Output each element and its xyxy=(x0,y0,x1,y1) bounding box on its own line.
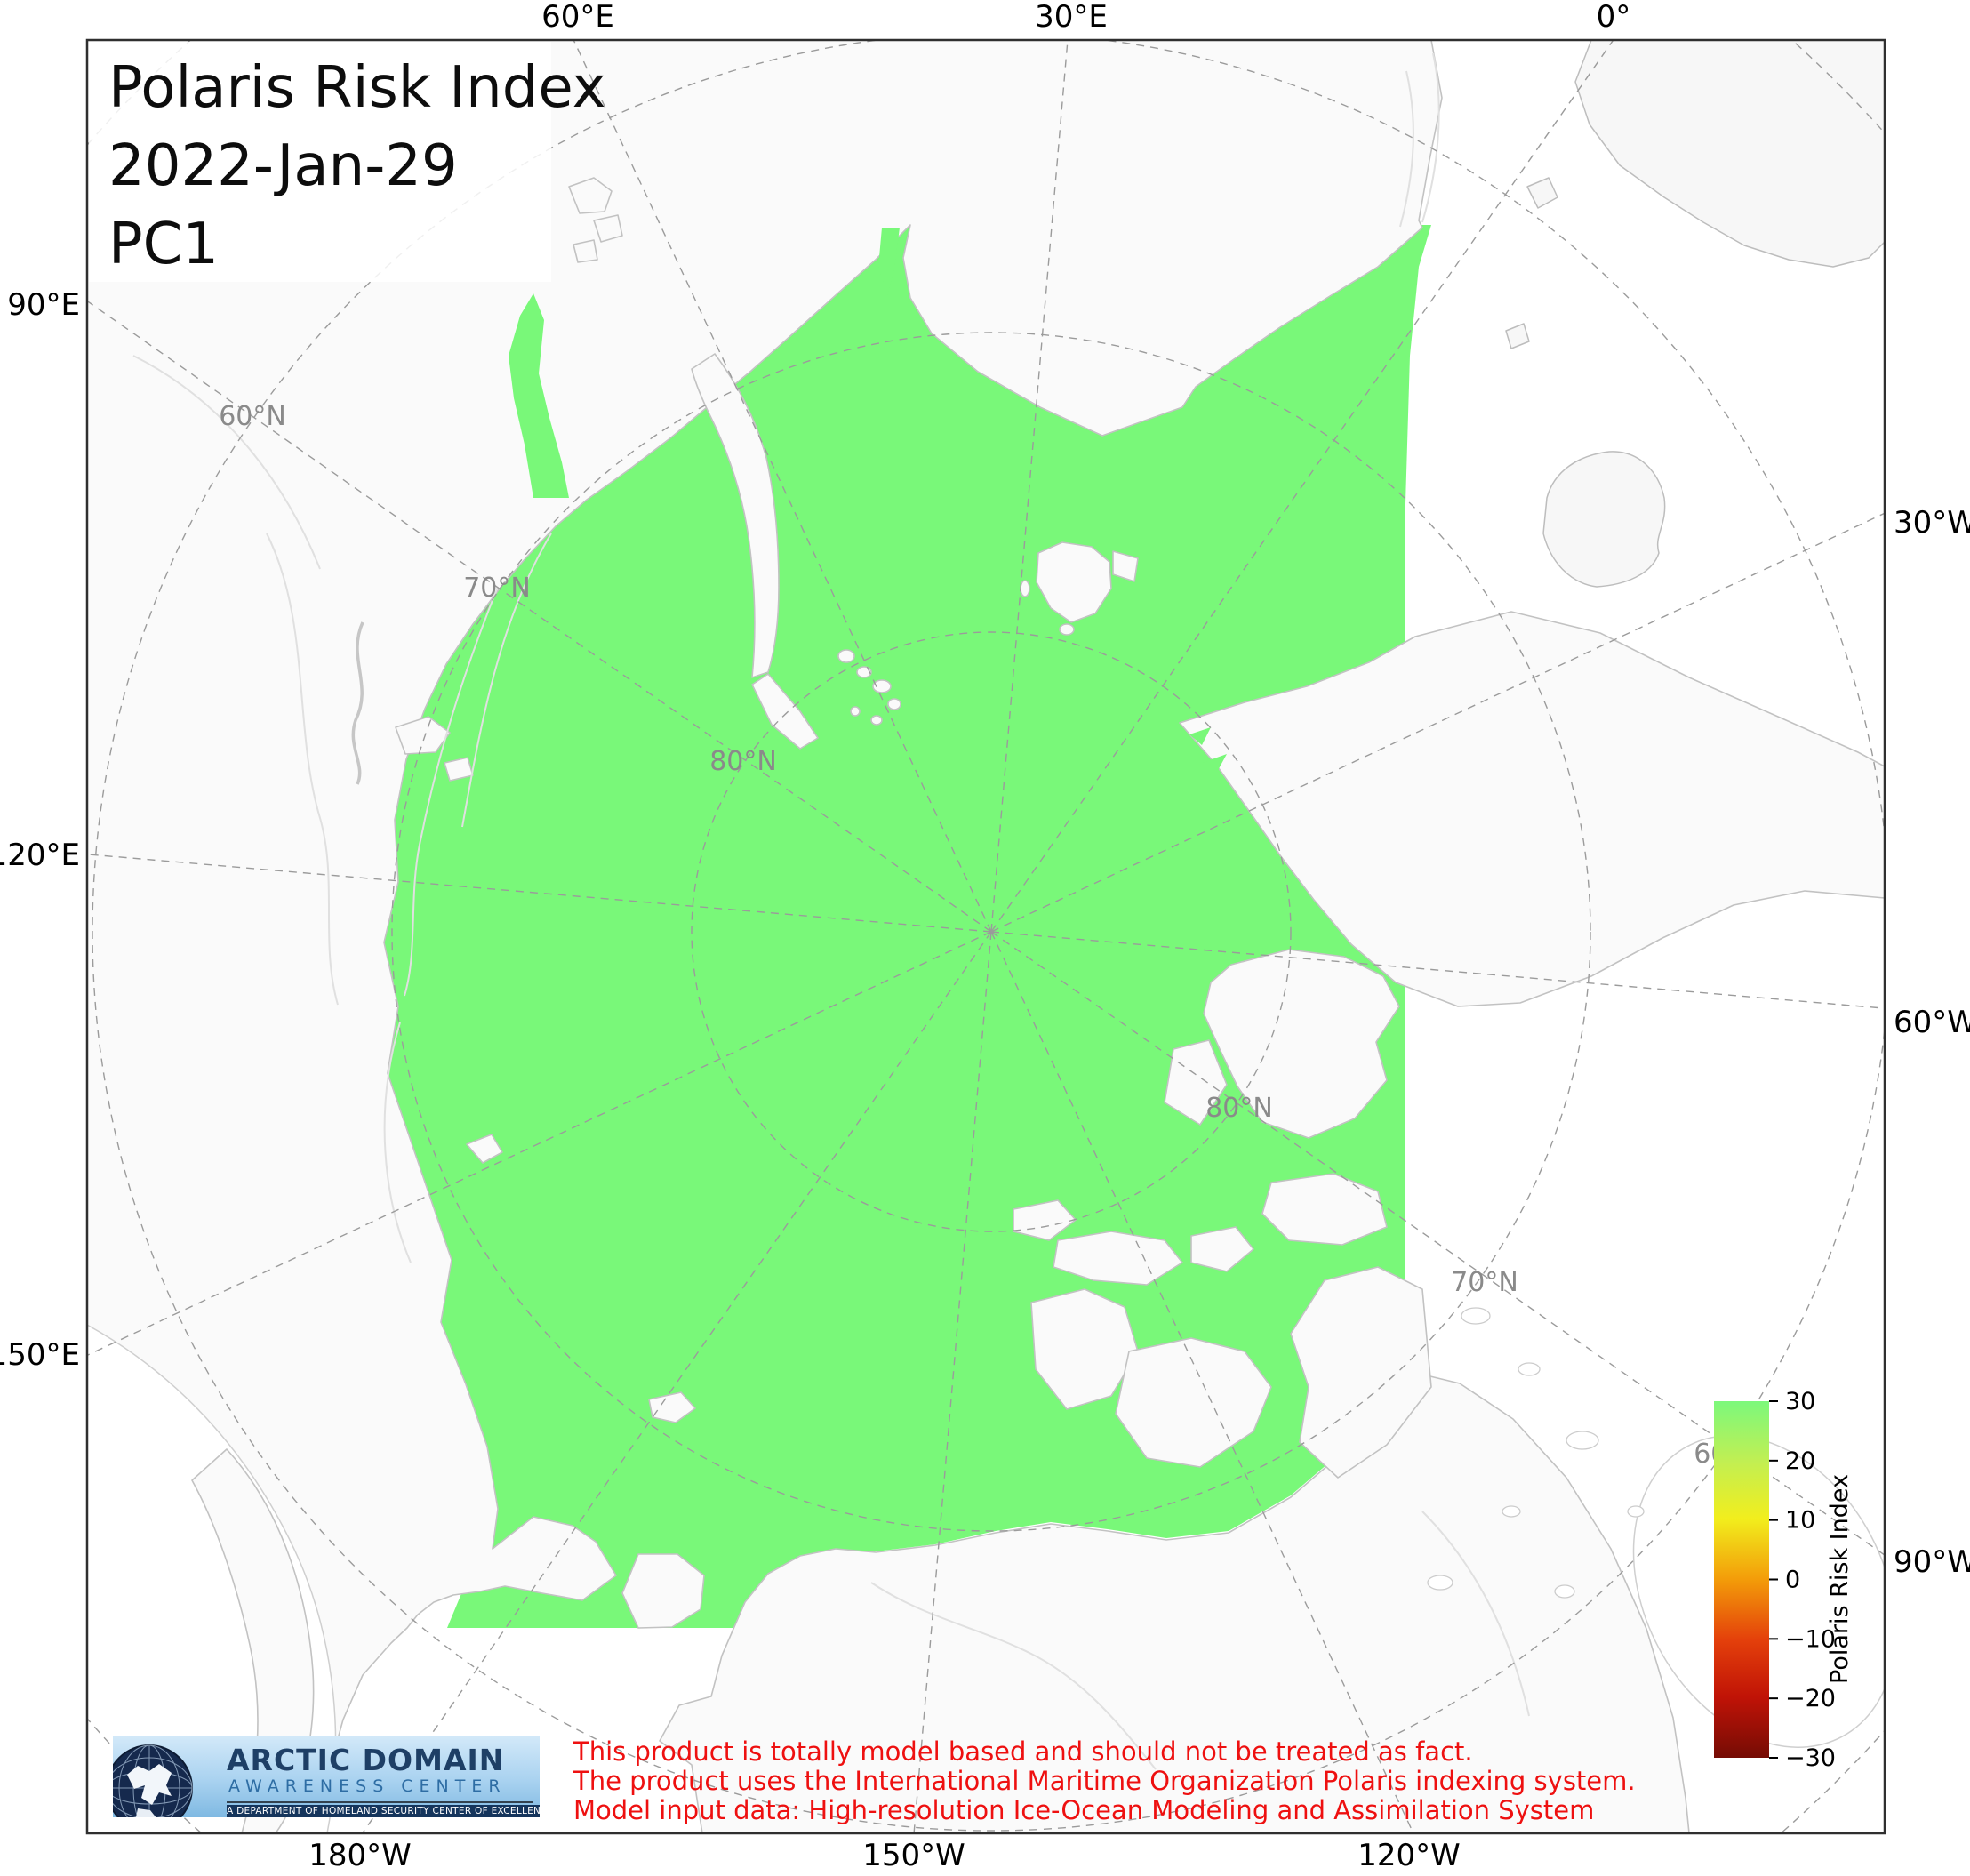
colorbar-swatch xyxy=(1714,1401,1769,1758)
title-line-3: PC1 xyxy=(108,212,219,277)
landmasses xyxy=(87,40,1885,1833)
risk-index-data-region xyxy=(382,225,1431,1628)
seward-peninsula xyxy=(621,1553,705,1629)
novaya-zemlya xyxy=(691,353,780,678)
axis-right-90W: 90°W xyxy=(1894,1544,1970,1580)
iceland xyxy=(1542,451,1666,588)
axis-left-120E: 120°E xyxy=(0,838,80,873)
axis-top-0: 0° xyxy=(1597,0,1631,35)
logo-strip-text: A DEPARTMENT OF HOMELAND SECURITY CENTER… xyxy=(227,1805,540,1817)
axis-left-150E: 150°E xyxy=(0,1337,80,1373)
greenland-fjord-1 xyxy=(1189,727,1211,745)
title-backplate xyxy=(89,42,551,282)
axis-top-30E: 30°E xyxy=(1035,0,1108,35)
british-isles xyxy=(1574,40,1885,268)
logo-subtitle: AWARENESS CENTER xyxy=(228,1776,507,1796)
axis-bottom-120W: 120°W xyxy=(1357,1838,1461,1873)
disclaimer-line-1: This product is totally model based and … xyxy=(573,1736,1473,1767)
baffin-island xyxy=(1290,1266,1432,1479)
axis-bottom-180W: 180°W xyxy=(308,1838,412,1873)
disclaimer-line-2: The product uses the International Marit… xyxy=(573,1766,1636,1796)
franz-josef-land xyxy=(837,649,901,726)
severnaya-zemlya xyxy=(568,177,613,214)
new-siberian-islands-2 xyxy=(444,757,474,782)
novaya-zemlya-south xyxy=(751,673,819,750)
greenland xyxy=(1179,611,1885,1007)
colorbar-tick-label: 30 xyxy=(1785,1388,1815,1415)
colorbar-tick-label: −30 xyxy=(1785,1744,1836,1772)
devon-island xyxy=(1261,1173,1388,1246)
axis-right-30W: 30°W xyxy=(1894,505,1970,541)
hebrides xyxy=(1526,177,1558,209)
eurasia-landmass xyxy=(87,40,1443,1833)
inline-latitude-label: 70°N xyxy=(463,573,531,604)
severnaya-zemlya-3 xyxy=(573,239,598,263)
arctic-islands xyxy=(395,177,1432,1479)
canada-lakes xyxy=(1427,1307,1645,1599)
map-detail-lines xyxy=(132,40,1885,1770)
colorbar-tick-label: 20 xyxy=(1785,1447,1815,1475)
inline-latitude-label: 60°N xyxy=(219,401,286,432)
plot-frame xyxy=(85,38,1886,1835)
colorbar-tick-label: −20 xyxy=(1785,1685,1836,1712)
logo-divider xyxy=(227,1801,533,1803)
axis-right-60W: 60°W xyxy=(1894,1005,1970,1040)
inline-latitude-label: 80°N xyxy=(1205,1093,1273,1124)
disclaimer-line-3: Model input data: High-resolution Ice-Oc… xyxy=(573,1795,1594,1825)
bathurst-island xyxy=(1190,1226,1254,1272)
disclaimer-text: This product is totally model based and … xyxy=(573,1736,1636,1825)
ob-gulf-inlet xyxy=(509,293,569,498)
greenland-fjord-2 xyxy=(1202,754,1227,774)
axis-bottom-150W: 150°W xyxy=(862,1838,965,1873)
colorbar-ticks: 30 20 10 0 −10 −20 −30 xyxy=(1769,1388,1836,1772)
globe-icon xyxy=(113,1744,193,1817)
logo-title: ARCTIC DOMAIN xyxy=(227,1743,505,1777)
title-block: Polaris Risk Index 2022-Jan-29 PC1 xyxy=(89,42,605,282)
latitude-circle xyxy=(92,40,1885,1832)
latitude-circle xyxy=(391,332,1591,1532)
green-inlets xyxy=(509,228,1227,774)
colorbar-tick-label: 10 xyxy=(1785,1507,1815,1535)
colorbar: 30 20 10 0 −10 −20 −30 Polaris Risk Index xyxy=(1714,1388,1854,1772)
faroe-islands xyxy=(1505,323,1530,349)
svalbard xyxy=(1020,541,1139,636)
colorbar-tick-label: −10 xyxy=(1785,1625,1836,1653)
small-island xyxy=(466,1134,503,1164)
axel-heiberg-island xyxy=(1164,1039,1228,1126)
prince-patrick-island xyxy=(1013,1199,1077,1241)
victoria-island xyxy=(1115,1337,1272,1468)
inline-latitude-label: 80°N xyxy=(709,746,777,777)
axis-top-60E: 60°E xyxy=(541,0,614,35)
adac-logo: ARCTIC DOMAIN AWARENESS CENTER A DEPARTM… xyxy=(113,1736,540,1817)
wrangel-island xyxy=(648,1391,696,1423)
colorbar-title: Polaris Risk Index xyxy=(1826,1474,1854,1684)
north-america-mainland xyxy=(659,1370,1690,1833)
new-siberian-islands xyxy=(395,716,451,755)
colorbar-tick-label: 0 xyxy=(1785,1567,1800,1594)
canadian-arctic-archipelago xyxy=(1013,949,1432,1479)
latitude-circle xyxy=(691,631,1292,1232)
inline-latitude-label: 70°N xyxy=(1451,1267,1518,1298)
axis-left-90E: 90°E xyxy=(7,287,80,323)
ellesmere-island xyxy=(1203,949,1400,1139)
severnaya-zemlya-2 xyxy=(593,214,623,243)
title-line-1: Polaris Risk Index xyxy=(108,55,605,121)
white-sea-inlet xyxy=(878,228,900,295)
title-line-2: 2022-Jan-29 xyxy=(108,133,458,199)
